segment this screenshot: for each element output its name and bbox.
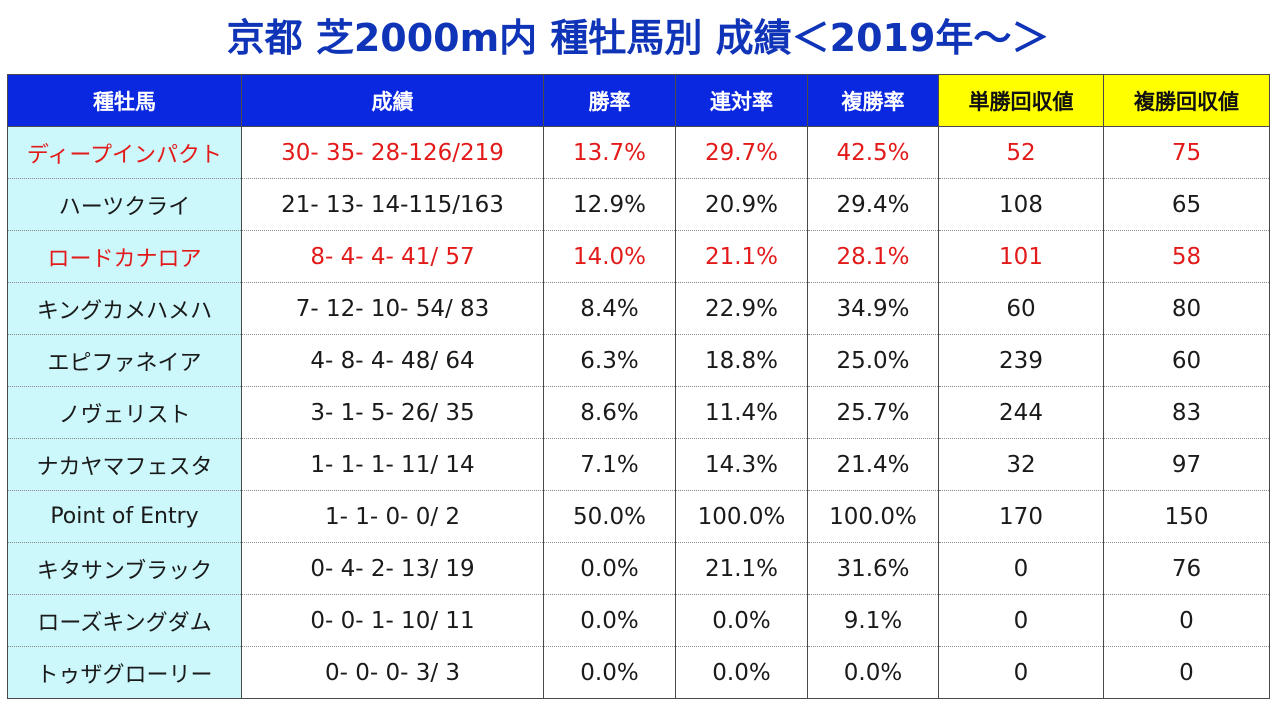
sire-name-cell: キタサンブラック — [7, 542, 242, 595]
top2-rate-cell: 11.4% — [675, 386, 808, 439]
win-return-cell: 0 — [938, 542, 1104, 595]
win-rate-cell: 0.0% — [543, 646, 676, 699]
top2-rate-cell: 0.0% — [675, 646, 808, 699]
top3-rate-cell: 25.7% — [807, 386, 939, 439]
place-return-cell: 76 — [1103, 542, 1270, 595]
place-return-cell: 0 — [1103, 594, 1270, 647]
table-row: ロードカナロア 8- 4- 4- 41/ 57 14.0% 21.1% 28.1… — [7, 230, 1270, 283]
table-row: キングカメハメハ 7- 12- 10- 54/ 83 8.4% 22.9% 34… — [7, 282, 1270, 335]
record-cell: 0- 0- 1- 10/ 11 — [241, 594, 544, 647]
top3-rate-cell: 31.6% — [807, 542, 939, 595]
place-return-cell: 80 — [1103, 282, 1270, 335]
place-return-cell: 0 — [1103, 646, 1270, 699]
table-row: エピファネイア 4- 8- 4- 48/ 64 6.3% 18.8% 25.0%… — [7, 334, 1270, 387]
sire-name-cell: キングカメハメハ — [7, 282, 242, 335]
win-rate-cell: 7.1% — [543, 438, 676, 491]
win-rate-cell: 13.7% — [543, 126, 676, 179]
win-rate-cell: 6.3% — [543, 334, 676, 387]
table-row: ハーツクライ 21- 13- 14-115/163 12.9% 20.9% 29… — [7, 178, 1270, 231]
top3-rate-cell: 28.1% — [807, 230, 939, 283]
header-win-return: 単勝回収値 — [938, 74, 1104, 127]
win-return-cell: 239 — [938, 334, 1104, 387]
record-cell: 0- 4- 2- 13/ 19 — [241, 542, 544, 595]
top2-rate-cell: 0.0% — [675, 594, 808, 647]
sire-name-cell: ローズキングダム — [7, 594, 242, 647]
win-rate-cell: 0.0% — [543, 594, 676, 647]
win-rate-cell: 0.0% — [543, 542, 676, 595]
record-cell: 7- 12- 10- 54/ 83 — [241, 282, 544, 335]
record-cell: 1- 1- 1- 11/ 14 — [241, 438, 544, 491]
record-cell: 0- 0- 0- 3/ 3 — [241, 646, 544, 699]
sire-name-cell: ハーツクライ — [7, 178, 242, 231]
place-return-cell: 65 — [1103, 178, 1270, 231]
place-return-cell: 97 — [1103, 438, 1270, 491]
header-top3-rate: 複勝率 — [807, 74, 939, 127]
win-return-cell: 60 — [938, 282, 1104, 335]
sire-name-cell: ロードカナロア — [7, 230, 242, 283]
table-row: キタサンブラック 0- 4- 2- 13/ 19 0.0% 21.1% 31.6… — [7, 542, 1270, 595]
header-row: 種牡馬 成績 勝率 連対率 複勝率 単勝回収値 複勝回収値 — [7, 74, 1270, 127]
top3-rate-cell: 0.0% — [807, 646, 939, 699]
win-return-cell: 0 — [938, 594, 1104, 647]
header-top2-rate: 連対率 — [675, 74, 808, 127]
top3-rate-cell: 100.0% — [807, 490, 939, 543]
top3-rate-cell: 34.9% — [807, 282, 939, 335]
sire-name-cell: エピファネイア — [7, 334, 242, 387]
place-return-cell: 60 — [1103, 334, 1270, 387]
win-return-cell: 52 — [938, 126, 1104, 179]
record-cell: 8- 4- 4- 41/ 57 — [241, 230, 544, 283]
win-return-cell: 0 — [938, 646, 1104, 699]
header-place-return: 複勝回収値 — [1103, 74, 1270, 127]
header-win-rate: 勝率 — [543, 74, 676, 127]
top2-rate-cell: 29.7% — [675, 126, 808, 179]
table-row: トゥザグローリー 0- 0- 0- 3/ 3 0.0% 0.0% 0.0% 0 … — [7, 646, 1270, 699]
table-row: ノヴェリスト 3- 1- 5- 26/ 35 8.6% 11.4% 25.7% … — [7, 386, 1270, 439]
place-return-cell: 58 — [1103, 230, 1270, 283]
win-rate-cell: 12.9% — [543, 178, 676, 231]
table-row: ローズキングダム 0- 0- 1- 10/ 11 0.0% 0.0% 9.1% … — [7, 594, 1270, 647]
table-row: ナカヤマフェスタ 1- 1- 1- 11/ 14 7.1% 14.3% 21.4… — [7, 438, 1270, 491]
win-return-cell: 32 — [938, 438, 1104, 491]
win-return-cell: 108 — [938, 178, 1104, 231]
top2-rate-cell: 21.1% — [675, 230, 808, 283]
win-return-cell: 170 — [938, 490, 1104, 543]
record-cell: 3- 1- 5- 26/ 35 — [241, 386, 544, 439]
header-sire: 種牡馬 — [7, 74, 242, 127]
table-row: ディープインパクト 30- 35- 28-126/219 13.7% 29.7%… — [7, 126, 1270, 179]
top2-rate-cell: 100.0% — [675, 490, 808, 543]
sire-name-cell: ディープインパクト — [7, 126, 242, 179]
win-return-cell: 101 — [938, 230, 1104, 283]
sire-stats-table: 種牡馬 成績 勝率 連対率 複勝率 単勝回収値 複勝回収値 ディープインパクト … — [7, 74, 1270, 699]
table-row: Point of Entry 1- 1- 0- 0/ 2 50.0% 100.0… — [7, 490, 1270, 543]
record-cell: 4- 8- 4- 48/ 64 — [241, 334, 544, 387]
top2-rate-cell: 22.9% — [675, 282, 808, 335]
win-rate-cell: 8.6% — [543, 386, 676, 439]
top2-rate-cell: 14.3% — [675, 438, 808, 491]
page-title: 京都 芝2000m内 種牡馬別 成績＜2019年～＞ — [226, 16, 1050, 60]
top3-rate-cell: 29.4% — [807, 178, 939, 231]
top2-rate-cell: 20.9% — [675, 178, 808, 231]
record-cell: 21- 13- 14-115/163 — [241, 178, 544, 231]
place-return-cell: 83 — [1103, 386, 1270, 439]
top3-rate-cell: 42.5% — [807, 126, 939, 179]
place-return-cell: 150 — [1103, 490, 1270, 543]
top3-rate-cell: 21.4% — [807, 438, 939, 491]
win-return-cell: 244 — [938, 386, 1104, 439]
top2-rate-cell: 21.1% — [675, 542, 808, 595]
top2-rate-cell: 18.8% — [675, 334, 808, 387]
win-rate-cell: 8.4% — [543, 282, 676, 335]
sire-name-cell: ナカヤマフェスタ — [7, 438, 242, 491]
top3-rate-cell: 25.0% — [807, 334, 939, 387]
record-cell: 30- 35- 28-126/219 — [241, 126, 544, 179]
sire-name-cell: ノヴェリスト — [7, 386, 242, 439]
place-return-cell: 75 — [1103, 126, 1270, 179]
record-cell: 1- 1- 0- 0/ 2 — [241, 490, 544, 543]
win-rate-cell: 50.0% — [543, 490, 676, 543]
sire-name-cell: Point of Entry — [7, 490, 242, 543]
win-rate-cell: 14.0% — [543, 230, 676, 283]
top3-rate-cell: 9.1% — [807, 594, 939, 647]
sire-name-cell: トゥザグローリー — [7, 646, 242, 699]
header-record: 成績 — [241, 74, 544, 127]
